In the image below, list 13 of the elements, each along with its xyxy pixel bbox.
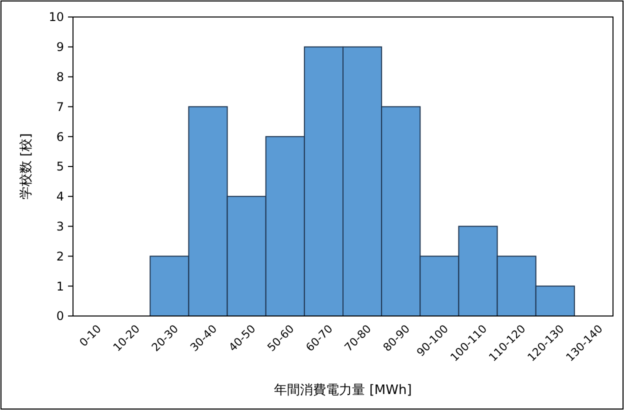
y-tick-label: 2 (56, 249, 64, 264)
x-axis-title: 年間消費電力量 [MWh] (274, 383, 412, 398)
y-tick-label: 6 (56, 130, 64, 144)
y-tick-label: 10 (48, 10, 64, 24)
y-axis-title: 学校数 [校] (19, 133, 34, 200)
y-tick-label: 9 (56, 40, 64, 54)
y-tick-label: 4 (56, 190, 64, 204)
y-tick-label: 5 (56, 160, 64, 174)
y-tick-label: 1 (56, 279, 64, 294)
y-tick-label: 3 (56, 220, 64, 234)
y-tick-label: 0 (56, 309, 64, 324)
y-tick-label: 7 (56, 100, 64, 114)
y-tick-label: 8 (56, 70, 64, 84)
